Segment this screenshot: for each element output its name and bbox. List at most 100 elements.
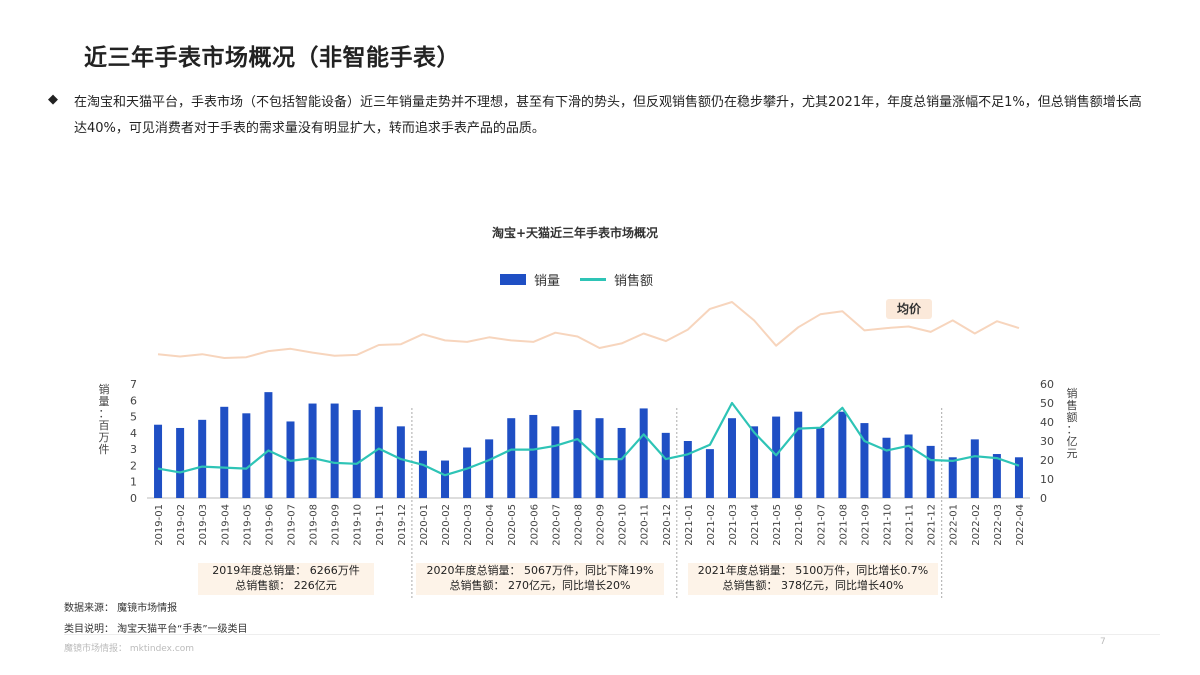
x-tick-label: 2021-08 xyxy=(838,504,849,546)
bar-sales-volume xyxy=(374,406,383,498)
bar-sales-volume xyxy=(904,434,913,498)
annotation-2019-line1: 2019年度总销量： 6266万件 xyxy=(212,564,360,577)
x-tick-label: 2021-10 xyxy=(883,504,894,546)
x-tick-label: 2019-10 xyxy=(353,504,364,546)
annotation-2019: 2019年度总销量： 6266万件 总销售额： 226亿元 xyxy=(198,563,374,595)
bar-sales-volume xyxy=(882,437,891,498)
bar-sales-volume xyxy=(772,416,781,498)
y-left-tick-label: 4 xyxy=(130,427,137,440)
bar-sales-volume xyxy=(683,441,692,498)
y-right-tick-label: 30 xyxy=(1040,435,1054,448)
annotation-2020-line1: 2020年度总销量： 5067万件，同比下降19% xyxy=(426,564,654,577)
y-right-tick-label: 50 xyxy=(1040,397,1054,410)
x-tick-label: 2021-04 xyxy=(750,504,761,546)
x-tick-label: 2020-07 xyxy=(551,504,562,546)
x-tick-label: 2019-08 xyxy=(309,504,320,546)
x-tick-label: 2022-03 xyxy=(993,504,1004,546)
x-tick-label: 2019-02 xyxy=(176,504,187,546)
annotation-2021: 2021年度总销量： 5100万件，同比增长0.7% 总销售额： 378亿元，同… xyxy=(688,563,938,595)
chart-title: 淘宝+天猫近三年手表市场概况 xyxy=(491,226,659,240)
annotation-2020-line2: 总销售额： 270亿元，同比增长20% xyxy=(449,579,631,592)
bar-sales-volume xyxy=(330,403,339,498)
y-right-tick-label: 40 xyxy=(1040,416,1054,429)
x-tick-label: 2020-06 xyxy=(529,504,540,546)
bar-sales-volume xyxy=(727,418,736,498)
y-right-tick-label: 10 xyxy=(1040,473,1054,486)
x-tick-label: 2021-06 xyxy=(794,504,805,546)
y-right-tick-label: 20 xyxy=(1040,454,1054,467)
bar-sales-volume xyxy=(705,449,714,498)
bar-sales-volume xyxy=(617,427,626,498)
bar-sales-volume xyxy=(198,419,207,498)
x-tick-label: 2020-03 xyxy=(463,504,474,546)
annotation-2021-line1: 2021年度总销量： 5100万件，同比增长0.7% xyxy=(697,564,929,577)
legend-line-swatch xyxy=(580,278,607,281)
x-tick-label: 2020-01 xyxy=(419,504,430,546)
bar-sales-volume xyxy=(992,454,1001,498)
x-tick-label: 2019-06 xyxy=(264,504,275,546)
y-right-tick-label: 0 xyxy=(1040,492,1047,505)
bar-sales-volume xyxy=(485,439,494,498)
bar-sales-volume xyxy=(661,432,670,498)
x-tick-label: 2020-05 xyxy=(507,504,518,546)
annotation-2020: 2020年度总销量： 5067万件，同比下降19% 总销售额： 270亿元，同比… xyxy=(416,563,664,595)
x-tick-label: 2022-04 xyxy=(1015,504,1026,546)
bar-sales-volume xyxy=(794,411,803,498)
page-number: 7 xyxy=(1100,637,1106,647)
legend-label-sales-volume: 销量 xyxy=(534,274,561,289)
bar-sales-volume xyxy=(750,426,759,498)
x-tick-label: 2020-12 xyxy=(662,504,673,546)
bar-sales-volume xyxy=(242,413,251,498)
page-title: 近三年手表市场概况（非智能手表） xyxy=(84,45,460,71)
bar-sales-volume xyxy=(926,445,935,498)
bar-sales-volume xyxy=(176,427,185,498)
x-tick-label: 2020-11 xyxy=(640,504,651,546)
x-tick-label: 2020-10 xyxy=(618,504,629,546)
y-left-tick-label: 2 xyxy=(130,459,137,472)
y-axis-right-title: 销售额：亿元 xyxy=(1066,387,1078,460)
bar-sales-volume xyxy=(529,414,538,498)
x-tick-label: 2020-04 xyxy=(485,504,496,546)
x-tick-label: 2019-01 xyxy=(154,504,165,546)
bar-sales-volume xyxy=(970,439,979,498)
annotation-2019-line2: 总销售额： 226亿元 xyxy=(235,579,337,592)
y-left-tick-label: 6 xyxy=(130,394,137,407)
bar-sales-volume xyxy=(308,403,317,498)
x-tick-label: 2020-08 xyxy=(573,504,584,546)
bar-sales-volume xyxy=(264,392,273,498)
line-average-price xyxy=(157,301,1020,359)
x-tick-label: 2021-11 xyxy=(905,504,916,546)
x-tick-label: 2019-03 xyxy=(198,504,209,546)
x-tick-label: 2019-12 xyxy=(397,504,408,546)
y-right-tick-label: 60 xyxy=(1040,378,1054,391)
bar-sales-volume xyxy=(396,426,405,498)
bar-sales-volume xyxy=(220,406,229,498)
bar-sales-volume xyxy=(551,426,560,498)
bar-sales-volume xyxy=(838,411,847,498)
footer-divider xyxy=(64,634,1160,635)
bar-sales-volume xyxy=(507,418,516,498)
x-tick-label: 2019-09 xyxy=(331,504,342,546)
x-tick-label: 2021-03 xyxy=(728,504,739,546)
bar-sales-volume xyxy=(418,450,427,498)
x-tick-label: 2019-11 xyxy=(375,504,386,546)
watermark: 魔镜市场情报： mktindex.com xyxy=(64,644,195,654)
x-tick-label: 2019-04 xyxy=(220,504,231,546)
bar-sales-volume xyxy=(860,423,869,498)
x-tick-label: 2021-07 xyxy=(816,504,827,546)
avg-price-label: 均价 xyxy=(886,299,932,319)
legend-bar-swatch xyxy=(500,274,526,285)
x-tick-label: 2021-02 xyxy=(706,504,717,546)
bar-sales-volume xyxy=(948,457,957,498)
bar-sales-volume xyxy=(441,460,450,498)
diamond-bullet-icon: ◆ xyxy=(48,92,58,107)
y-left-tick-label: 0 xyxy=(130,492,137,505)
x-tick-label: 2022-01 xyxy=(949,504,960,546)
bar-sales-volume xyxy=(1014,457,1023,498)
line-sales-amount xyxy=(157,401,1020,477)
bar-sales-volume xyxy=(463,447,472,498)
bar-sales-volume xyxy=(816,427,825,498)
x-tick-label: 2021-12 xyxy=(927,504,938,546)
bar-sales-volume xyxy=(639,408,648,498)
legend-label-sales-amount: 销售额 xyxy=(614,274,654,289)
